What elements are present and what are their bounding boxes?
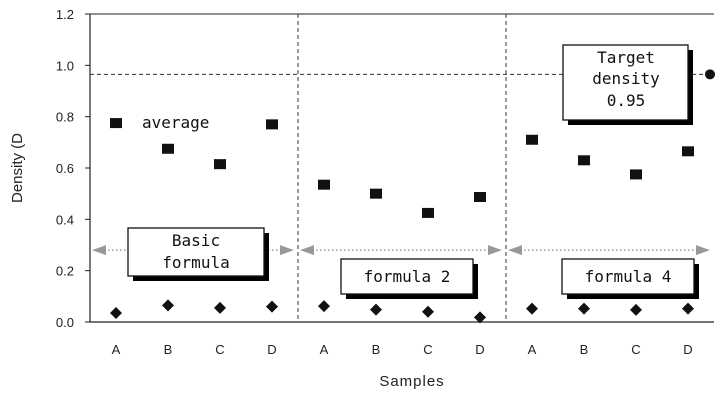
x-tick-label: C <box>215 342 224 357</box>
y-axis: 0.0 0.2 0.4 0.6 0.8 1.0 1.2 <box>56 7 90 330</box>
formula-2-label: formula 2 <box>364 267 451 286</box>
formula-4-label: formula 4 <box>585 267 672 286</box>
y-tick-label: 0.2 <box>56 264 74 279</box>
average-point <box>630 169 642 180</box>
basic-formula-label-line1: Basic <box>172 231 220 250</box>
y-tick-label: 1.2 <box>56 7 74 22</box>
arrow-right-head <box>488 245 502 256</box>
x-axis-title: Samples <box>379 373 444 390</box>
diamond-point <box>110 307 122 320</box>
diamond-point <box>474 311 486 324</box>
target-density-label-line1: Target <box>597 48 655 67</box>
x-tick-label: D <box>267 342 276 357</box>
x-tick-label: B <box>372 342 381 357</box>
basic-formula-label-line2: formula <box>162 253 229 272</box>
formula-2-box: formula 2 <box>340 258 478 299</box>
average-point <box>474 192 486 203</box>
x-tick-label: D <box>475 342 484 357</box>
x-tick-label: A <box>112 342 121 357</box>
target-point <box>705 69 715 80</box>
y-tick-label: 0.4 <box>56 212 74 227</box>
target-density-box: Target density 0.95 <box>562 44 693 125</box>
average-point <box>370 188 382 199</box>
diamond-point <box>682 302 694 315</box>
formula-4-box: formula 4 <box>561 258 699 299</box>
data-points <box>110 69 715 324</box>
average-point <box>266 119 278 130</box>
target-density-label-line3: 0.95 <box>607 91 646 110</box>
average-point <box>162 143 174 154</box>
y-axis-title: Density (D <box>9 133 26 203</box>
average-point <box>578 155 590 166</box>
y-tick-label: 0.6 <box>56 161 74 176</box>
x-tick-label: C <box>631 342 640 357</box>
diamond-point <box>630 303 642 316</box>
diamond-point <box>370 303 382 316</box>
x-tick-label: B <box>164 342 173 357</box>
average-point <box>110 118 122 129</box>
average-point <box>682 146 694 157</box>
average-point <box>318 179 330 190</box>
diamond-point <box>318 300 330 313</box>
diamond-point <box>526 302 538 315</box>
average-point <box>214 159 226 170</box>
y-tick-label: 0.0 <box>56 315 74 330</box>
x-tick-label: B <box>580 342 589 357</box>
x-tick-label: D <box>683 342 692 357</box>
x-tick-label: A <box>320 342 329 357</box>
average-label: average <box>142 113 209 132</box>
diamond-point <box>578 302 590 315</box>
arrow-left-head <box>92 245 106 256</box>
arrow-left-head <box>300 245 314 256</box>
y-tick-label: 1.0 <box>56 58 74 73</box>
diamond-point <box>266 300 278 313</box>
diamond-point <box>162 299 174 312</box>
x-tick-label: C <box>423 342 432 357</box>
average-point <box>526 134 538 145</box>
diamond-point <box>422 305 434 318</box>
arrow-left-head <box>508 245 522 256</box>
average-point <box>422 207 434 218</box>
arrow-right-head <box>696 245 710 256</box>
diamond-point <box>214 301 226 314</box>
target-density-label-line2: density <box>592 69 660 88</box>
x-tick-label: A <box>528 342 537 357</box>
arrow-right-head <box>280 245 294 256</box>
basic-formula-box: Basic formula <box>127 227 269 281</box>
y-tick-label: 0.8 <box>56 110 74 125</box>
